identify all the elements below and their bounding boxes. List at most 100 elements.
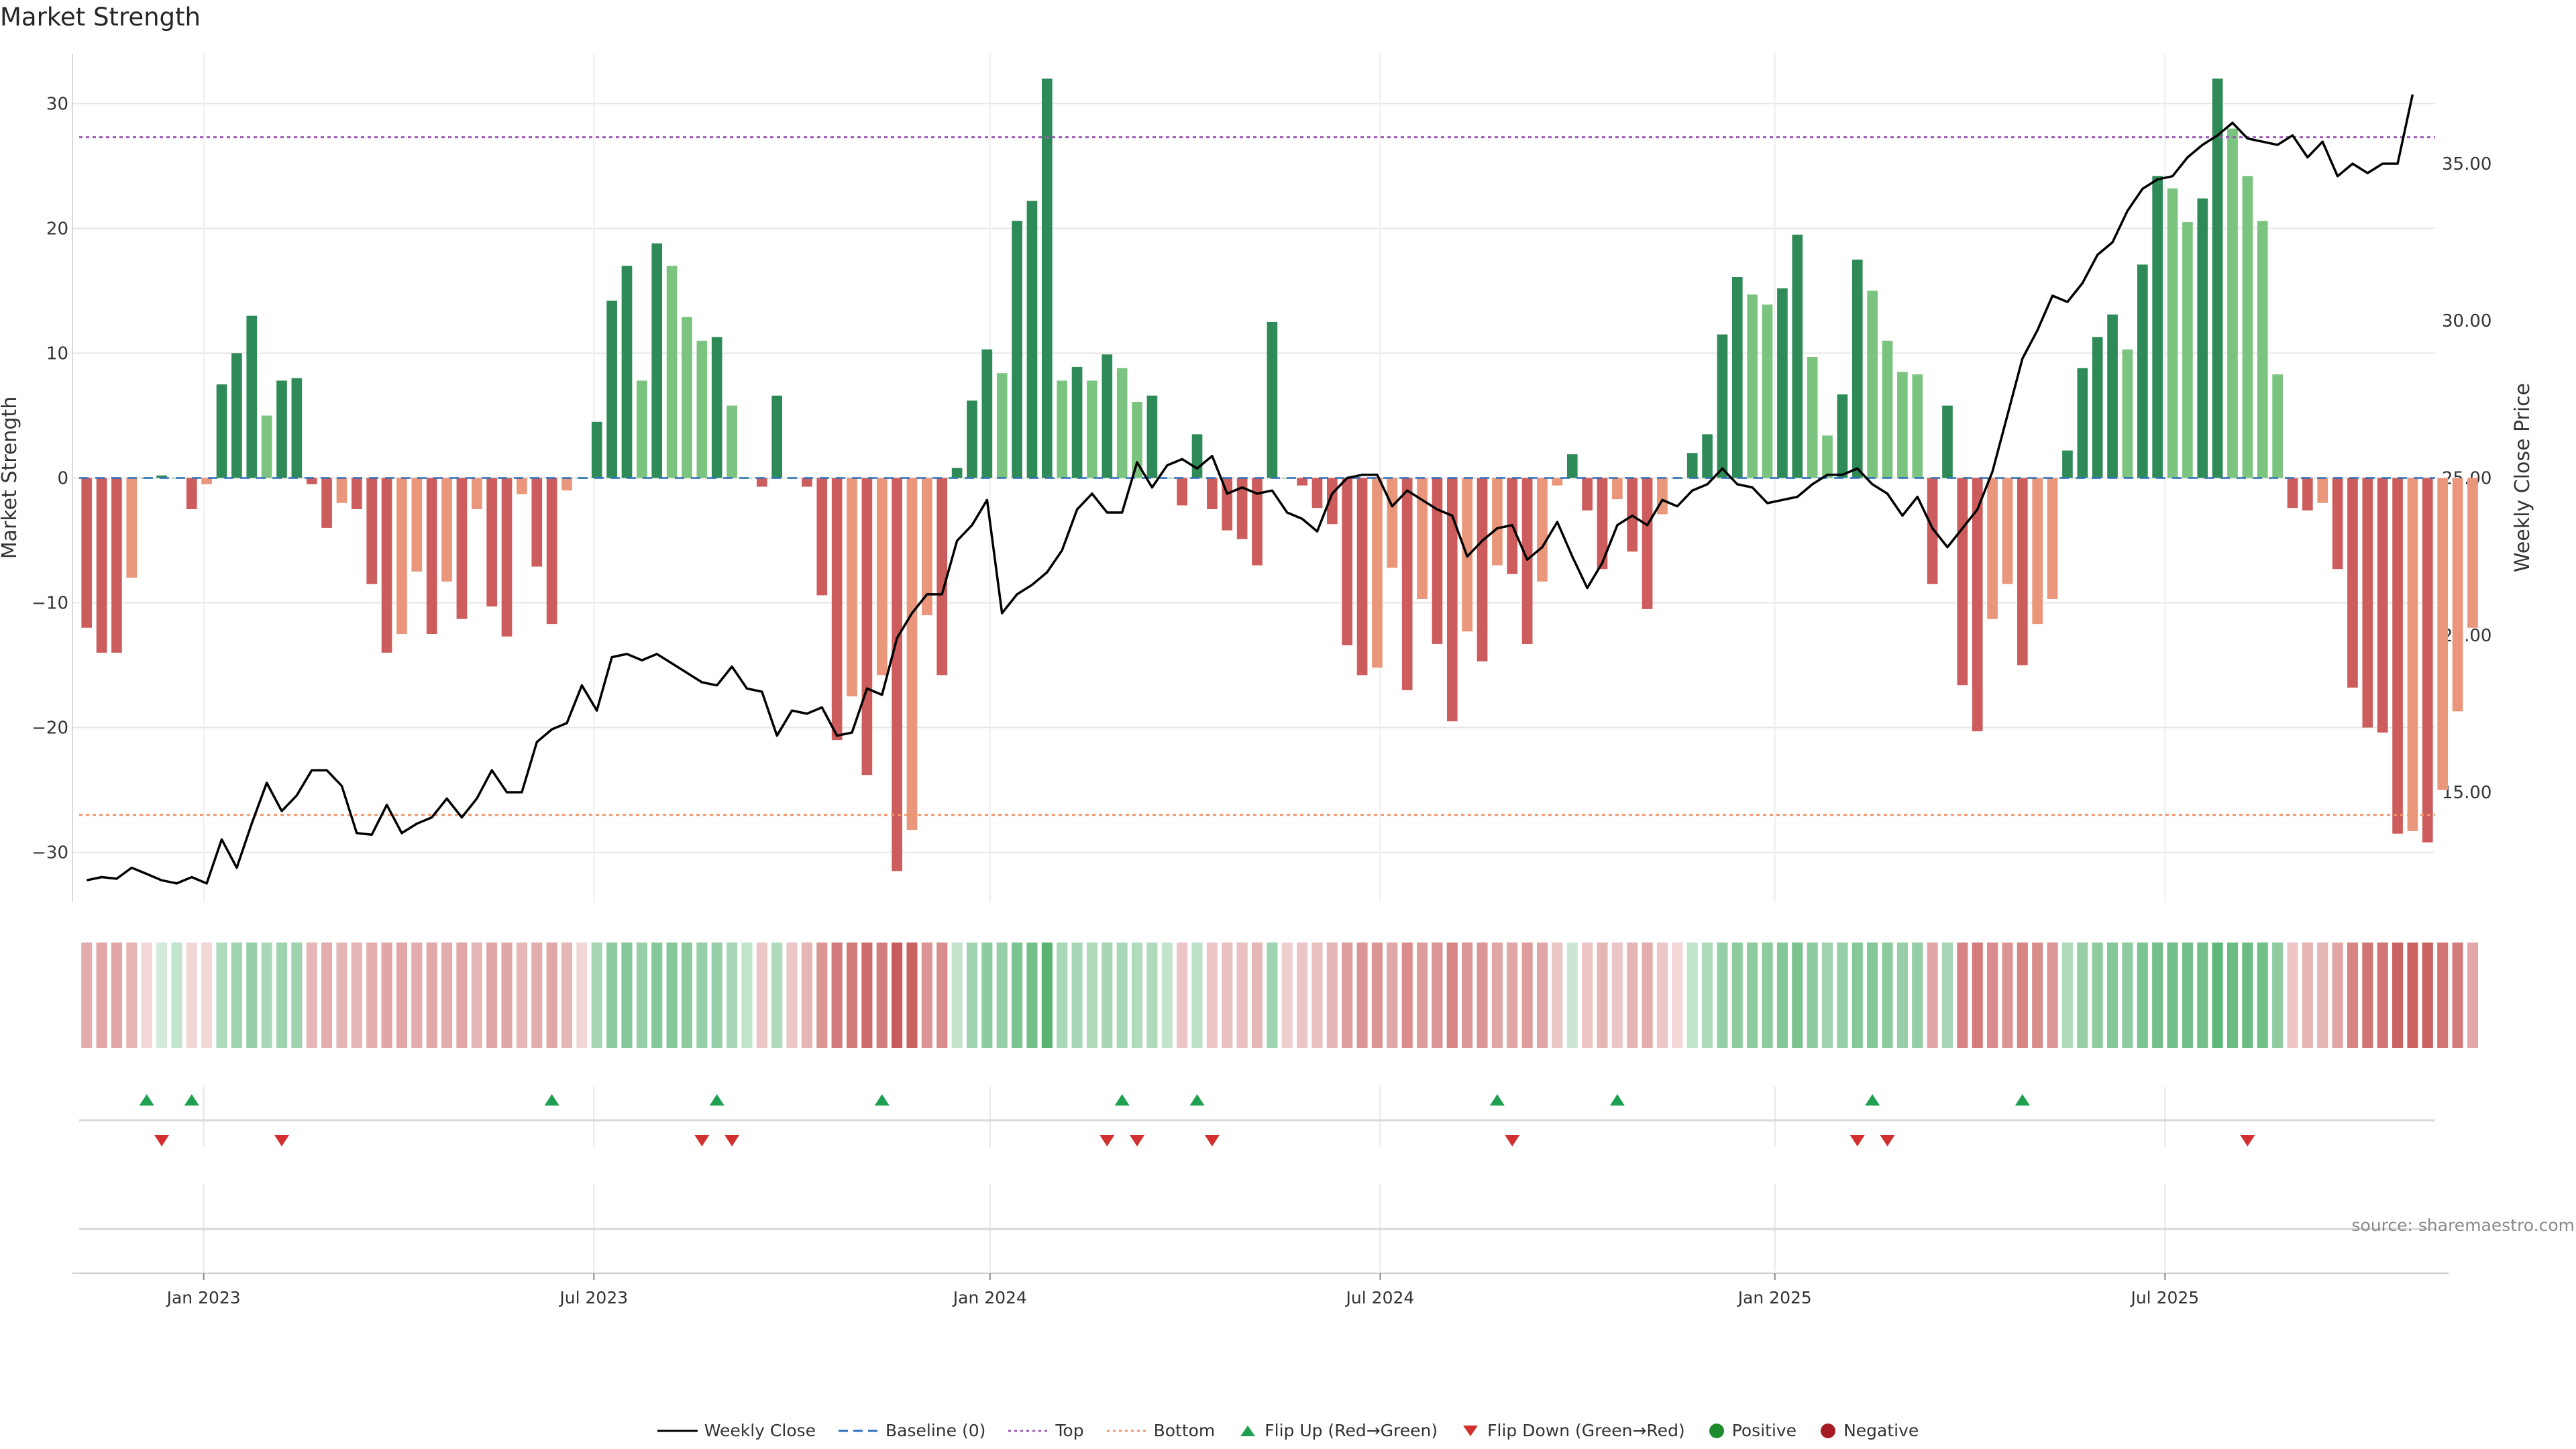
strength-bar [1401,478,1413,690]
strength-bar [2287,478,2298,508]
heat-cell [606,943,618,1048]
heat-cell [1747,943,1758,1048]
strength-bar [352,478,362,510]
strength-bar [771,395,783,478]
heat-cell [1597,943,1608,1048]
strength-bar [246,315,258,478]
heat-cell [2077,943,2088,1048]
legend: Weekly Close Baseline (0) Top Bottom Fli… [0,1421,2576,1440]
heat-cell [171,943,182,1048]
strength-bar [1942,405,1953,478]
heat-cell [216,943,227,1048]
heat-cell [1281,943,1293,1048]
strength-bar [1882,340,1893,478]
heat-cell [1807,943,1818,1048]
strength-bar [2152,176,2163,478]
heat-cell [426,943,437,1048]
heat-cell [276,943,288,1048]
heat-cell [621,943,633,1048]
x-tick-label: Jul 2025 [2129,1288,2199,1307]
strength-bar [951,468,963,478]
strength-bar [2077,368,2088,478]
flip-down-marker [1099,1135,1115,1146]
strength-bar [2107,314,2118,478]
flip-down-marker [154,1135,170,1146]
strength-bar [1207,478,1218,510]
strength-bar [1477,478,1488,661]
flip-up-marker [139,1094,154,1106]
strength-bar [517,478,527,494]
heat-cell [1837,943,1848,1048]
y-tick-label: −30 [32,843,68,863]
strength-bar [1012,221,1022,478]
strength-bar [1987,478,1998,619]
heat-cell [1326,943,1338,1048]
strength-bar [696,340,708,478]
strength-bar [2182,222,2193,478]
heat-cell [546,943,557,1048]
heat-cell [2437,943,2449,1048]
heat-cell [1311,943,1323,1048]
strength-bar [291,378,303,478]
heat-cell [1521,943,1533,1048]
flip-down-marker [1204,1135,1220,1146]
strength-bar [2392,478,2403,834]
heat-cell [1896,943,1908,1048]
y-tick-label: 30 [46,94,68,114]
strength-bar [1686,453,1698,478]
heat-cell [951,943,963,1048]
strength-bar [441,478,452,582]
heat-cell [1342,943,1353,1048]
heat-cell [696,943,708,1048]
strength-bar [1102,354,1113,478]
strength-bar [591,421,602,478]
y-tick-label: 0 [57,469,68,489]
strength-bar [1041,78,1053,478]
strength-bar [1792,234,1803,478]
strength-bar [861,478,873,775]
heat-cell [2407,943,2418,1048]
strength-bar [2137,264,2148,478]
strength-bar [366,478,378,584]
x-tick-label: Jul 2024 [1345,1288,1415,1307]
heat-cell [2302,943,2313,1048]
heat-cell [1941,943,1953,1048]
strength-bar [996,373,1008,478]
legend-item-baseline: Baseline (0) [839,1421,985,1440]
strength-bar [2437,478,2449,790]
heat-cell [1776,943,1788,1048]
heat-cell [1401,943,1413,1048]
heat-cell [1717,943,1728,1048]
heat-cell [111,943,122,1048]
heat-cell [1131,943,1143,1048]
flip-down-marker [1849,1135,1865,1146]
flip-up-marker [1189,1094,1205,1106]
strength-bar [1116,368,1128,478]
strength-bar [186,478,197,510]
heat-cell [1222,943,1233,1048]
heat-cell [1071,943,1083,1048]
legend-label: Positive [1731,1421,1797,1440]
legend-label: Flip Down (Green→Red) [1487,1421,1685,1440]
strength-bar [1521,478,1533,644]
strength-bar [2332,478,2343,570]
heat-cell [96,943,107,1048]
heat-cell [2092,943,2103,1048]
heat-cell [1731,943,1743,1048]
heat-cell [2107,943,2118,1048]
heat-cell [2197,943,2208,1048]
y2-tick-label: 35.00 [2442,154,2491,174]
flip-down-marker [694,1135,710,1146]
heat-cell [892,943,903,1048]
heat-cell [141,943,152,1048]
y-tick-label: −20 [32,718,68,739]
strength-bar [727,405,737,478]
legend-label: Top [1055,1421,1084,1440]
strength-bar [321,478,332,528]
heat-cell [1656,943,1668,1048]
heat-cell [1116,943,1128,1048]
strength-bar [1252,478,1263,566]
strength-bar [1597,478,1608,570]
flip-up-marker [2015,1094,2030,1106]
legend-item-bottom: Bottom [1106,1421,1215,1440]
